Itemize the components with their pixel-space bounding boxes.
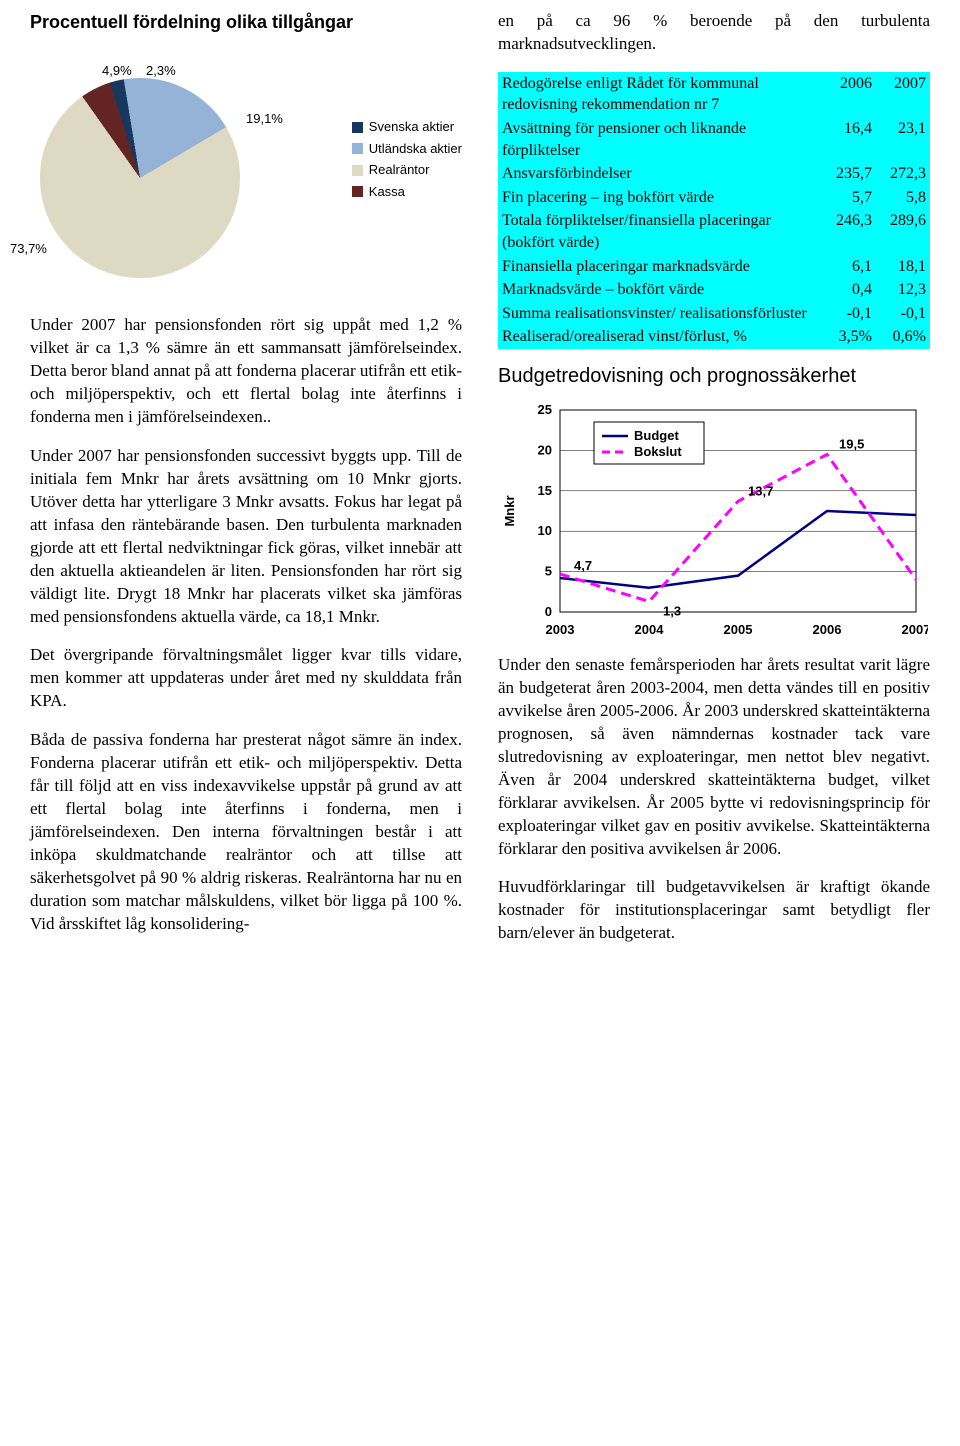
svg-text:0: 0	[545, 604, 552, 619]
table-row: Fin placering – ing bokfört värde5,75,8	[498, 186, 930, 210]
svg-text:25: 25	[538, 402, 552, 417]
table-cell-label: Realiserad/orealiserad vinst/förlust, %	[498, 325, 822, 349]
table-row: Totala förpliktelser/finansiella placeri…	[498, 209, 930, 254]
body-paragraph: en på ca 96 % beroende på den turbulenta…	[498, 10, 930, 56]
table-cell-label: Totala förpliktelser/finansiella placeri…	[498, 209, 822, 254]
table-cell-value: 18,1	[876, 255, 930, 279]
table-cell-label: Marknadsvärde – bokfört värde	[498, 278, 822, 302]
svg-text:2005: 2005	[724, 622, 753, 637]
table-cell-label: Avsättning för pensioner och liknande fö…	[498, 117, 822, 162]
section-heading: Budgetredovisning och prognossäkerhet	[498, 363, 930, 390]
table-cell-value: 272,3	[876, 162, 930, 186]
legend-label: Kassa	[369, 183, 405, 201]
svg-text:5: 5	[545, 564, 552, 579]
svg-text:4,7: 4,7	[574, 558, 592, 573]
table-cell-value: -0,1	[822, 302, 876, 326]
pie-slice-label: 73,7%	[10, 240, 47, 258]
table-cell-value: 3,5%	[822, 325, 876, 349]
legend-item: Svenska aktier	[352, 118, 462, 136]
table-cell-value: -0,1	[876, 302, 930, 326]
table-cell-label: Redogörelse enligt Rådet för kommunal re…	[498, 72, 822, 117]
table-cell-value: 12,3	[876, 278, 930, 302]
table-cell-value: 2007	[876, 72, 930, 117]
pie-chart-title: Procentuell fördelning olika tillgångar	[30, 10, 462, 34]
svg-text:1,3: 1,3	[663, 603, 681, 618]
table-row: Realiserad/orealiserad vinst/förlust, %3…	[498, 325, 930, 349]
legend-swatch-icon	[352, 122, 363, 133]
table-cell-label: Summa realisationsvinster/ realisationsf…	[498, 302, 822, 326]
table-cell-value: 0,4	[822, 278, 876, 302]
body-paragraph: Båda de passiva fonderna har presterat n…	[30, 729, 462, 935]
table-cell-value: 289,6	[876, 209, 930, 254]
table-row: Marknadsvärde – bokfört värde0,412,3	[498, 278, 930, 302]
table-cell-value: 16,4	[822, 117, 876, 162]
body-paragraph: Huvudförklaringar till budgetavvikelsen …	[498, 876, 930, 945]
legend-swatch-icon	[352, 186, 363, 197]
pie-slice-label: 19,1%	[246, 110, 283, 128]
pie-chart: 4,9% 2,3% 19,1% 73,7% Svenska aktier Utl…	[30, 40, 462, 300]
legend-swatch-icon	[352, 143, 363, 154]
table-row: Redogörelse enligt Rådet för kommunal re…	[498, 72, 930, 117]
table-cell-value: 5,7	[822, 186, 876, 210]
legend-item: Realräntor	[352, 161, 462, 179]
recommendation-table: Redogörelse enligt Rådet för kommunal re…	[498, 72, 930, 349]
right-column: en på ca 96 % beroende på den turbulenta…	[498, 10, 930, 945]
table-cell-value: 235,7	[822, 162, 876, 186]
table-cell-label: Ansvarsförbindelser	[498, 162, 822, 186]
svg-text:Mnkr: Mnkr	[502, 495, 517, 526]
legend-label: Utländska aktier	[369, 140, 462, 158]
body-paragraph: Under 2007 har pensionsfonden successivt…	[30, 445, 462, 629]
svg-text:2006: 2006	[813, 622, 842, 637]
svg-text:19,5: 19,5	[839, 436, 864, 451]
table-cell-value: 6,1	[822, 255, 876, 279]
table-row: Avsättning för pensioner och liknande fö…	[498, 117, 930, 162]
svg-text:Bokslut: Bokslut	[634, 444, 682, 459]
table-cell-value: 246,3	[822, 209, 876, 254]
body-paragraph: Under den senaste femårsperioden har åre…	[498, 654, 930, 860]
svg-text:20: 20	[538, 442, 552, 457]
svg-text:Budget: Budget	[634, 428, 679, 443]
left-column: Procentuell fördelning olika tillgångar …	[30, 10, 462, 945]
svg-text:13,7: 13,7	[748, 483, 773, 498]
legend-label: Realräntor	[369, 161, 430, 179]
table-cell-label: Finansiella placeringar marknadsvärde	[498, 255, 822, 279]
pie-slice-label: 2,3%	[146, 62, 176, 80]
legend-item: Utländska aktier	[352, 140, 462, 158]
pie-chart-legend: Svenska aktier Utländska aktier Realränt…	[352, 118, 462, 204]
table-cell-value: 0,6%	[876, 325, 930, 349]
table-row: Ansvarsförbindelser235,7272,3	[498, 162, 930, 186]
table-cell-label: Fin placering – ing bokfört värde	[498, 186, 822, 210]
table-cell-value: 2006	[822, 72, 876, 117]
body-paragraph: Det övergripande förvaltningsmålet ligge…	[30, 644, 462, 713]
legend-label: Svenska aktier	[369, 118, 454, 136]
table-cell-value: 5,8	[876, 186, 930, 210]
table-cell-value: 23,1	[876, 117, 930, 162]
body-paragraph: Under 2007 har pensionsfonden rört sig u…	[30, 314, 462, 429]
legend-swatch-icon	[352, 165, 363, 176]
svg-text:2007: 2007	[902, 622, 928, 637]
svg-text:15: 15	[538, 483, 552, 498]
pie-chart-graphic	[40, 78, 240, 278]
svg-text:2004: 2004	[635, 622, 665, 637]
table-row: Summa realisationsvinster/ realisationsf…	[498, 302, 930, 326]
line-chart-graphic: 0 5 10 15 20 25 2003 2004 2005 2006 2007 Mnkr 4,7 1,3…	[498, 400, 928, 640]
pie-slice-label: 4,9%	[102, 62, 132, 80]
svg-text:10: 10	[538, 523, 552, 538]
table-row: Finansiella placeringar marknadsvärde6,1…	[498, 255, 930, 279]
legend-item: Kassa	[352, 183, 462, 201]
svg-text:2003: 2003	[546, 622, 575, 637]
line-chart: 0 5 10 15 20 25 2003 2004 2005 2006 2007 Mnkr 4,7 1,3…	[498, 400, 930, 640]
